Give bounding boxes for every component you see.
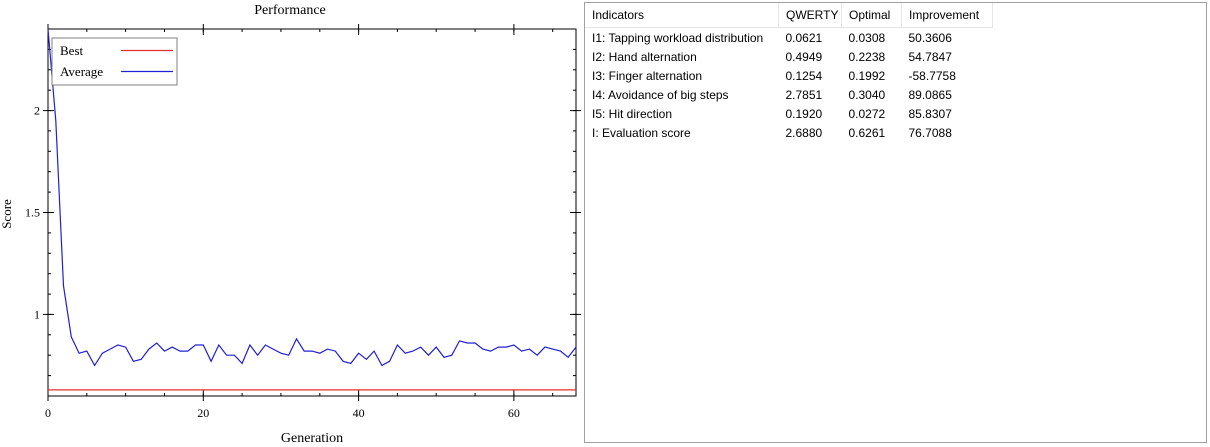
table-row[interactable]: I4: Avoidance of big steps 2.7851 0.3040…	[585, 85, 993, 104]
improvement-value: 85.8307	[908, 106, 952, 121]
chart-title: Performance	[254, 3, 326, 18]
column-header-optimal[interactable]: Optimal	[841, 3, 902, 28]
indicator-name: I1: Tapping workload distribution	[592, 30, 764, 45]
table-header-row: Indicators QWERTY Optimal Improvement	[585, 3, 993, 28]
indicator-name: I: Evaluation score	[592, 125, 691, 140]
optimal-value: 0.3040	[848, 87, 886, 102]
y-tick-label: 1.5	[25, 206, 40, 220]
column-header-qwerty[interactable]: QWERTY	[778, 3, 842, 28]
qwerty-value: 2.7851	[785, 87, 823, 102]
legend-label-best: Best	[60, 43, 84, 58]
performance-chart-panel: 1 1.5 2 0 20 40 60 Performance Generation Sco…	[0, 0, 584, 447]
indicator-name: I3: Finger alternation	[592, 68, 703, 83]
improvement-value: 50.3606	[908, 30, 952, 45]
improvement-value: -58.7758	[908, 68, 956, 83]
improvement-value: 54.7847	[908, 49, 952, 64]
series-line-average	[47, 28, 577, 367]
y-axis-label: Score	[0, 199, 14, 229]
plot-area	[47, 28, 577, 397]
y-tick-label: 2	[34, 104, 40, 118]
x-axis-label: Generation	[281, 431, 343, 446]
qwerty-value: 0.0621	[785, 30, 823, 45]
performance-chart: 11.52 0 20 40 60 Performance Generation Sco…	[0, 3, 581, 446]
column-header-indicators[interactable]: Indicators	[585, 3, 779, 28]
table-row[interactable]: I2: Hand alternation 0.4949 0.2238 54.78…	[585, 47, 993, 66]
optimal-value: 0.0272	[848, 106, 886, 121]
qwerty-value: 0.1920	[785, 106, 823, 121]
table-row[interactable]: I3: Finger alternation 0.1254 0.1992 -58…	[585, 66, 993, 85]
y-axis-ticks: 11.52	[25, 104, 581, 321]
optimal-value: 0.6261	[848, 125, 886, 140]
legend-box	[51, 37, 178, 86]
series-layer	[47, 28, 577, 391]
qwerty-value: 0.1254	[785, 68, 823, 83]
table-row[interactable]: I: Evaluation score 2.6880 0.6261 76.708…	[585, 123, 993, 142]
optimal-value: 0.0308	[848, 30, 886, 45]
x-tick-label: 40	[353, 406, 365, 420]
optimal-value: 0.1992	[848, 68, 886, 83]
qwerty-value: 2.6880	[785, 125, 823, 140]
indicators-table: Indicators QWERTY Optimal Improvement I1…	[585, 3, 993, 142]
indicators-table-panel[interactable]: Indicators QWERTY Optimal Improvement I1…	[584, 2, 1207, 443]
table-row[interactable]: I1: Tapping workload distribution 0.0621…	[585, 28, 993, 48]
legend: Best Average	[51, 37, 178, 86]
indicator-name: I5: Hit direction	[592, 106, 673, 121]
improvement-value: 76.7088	[908, 125, 952, 140]
column-header-improvement[interactable]: Improvement	[901, 3, 993, 28]
table-row[interactable]: I5: Hit direction 0.1920 0.0272 85.8307	[585, 104, 993, 123]
x-tick-label: 20	[197, 406, 209, 420]
indicator-name: I4: Avoidance of big steps	[592, 87, 729, 102]
legend-label-average: Average	[60, 64, 103, 79]
qwerty-value: 0.4949	[785, 49, 823, 64]
improvement-value: 89.0865	[908, 87, 952, 102]
optimal-value: 0.2238	[848, 49, 886, 64]
x-tick-label: 60	[508, 406, 520, 420]
x-tick-label: 0	[45, 406, 51, 420]
y-tick-label: 1	[34, 307, 40, 321]
indicator-name: I2: Hand alternation	[592, 49, 697, 64]
